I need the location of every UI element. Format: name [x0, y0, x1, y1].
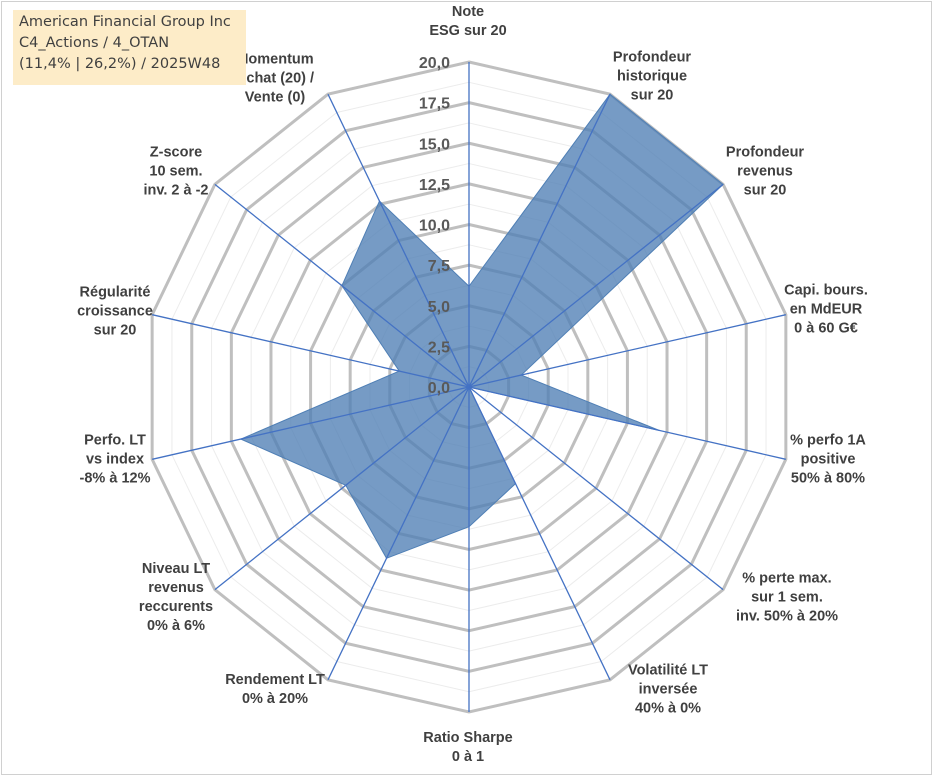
series-area: [239, 93, 724, 559]
axis-label-profondeur-historique: Profondeur historique sur 20: [612, 49, 692, 104]
axis-label-profondeur-revenus: Profondeur revenus sur 20: [725, 144, 805, 199]
tick-label: 17,5: [419, 96, 450, 113]
tick-label: 2,5: [428, 339, 450, 356]
axis-label-rendement: Rendement LT 0% à 20%: [225, 672, 325, 707]
axis-label-perfo-1a: % perfo 1A positive 50% à 80%: [790, 432, 866, 487]
axis-line: [468, 386, 611, 681]
axis-line: [468, 183, 724, 388]
axis-line: [152, 314, 470, 388]
axis-label-zscore: Z-score 10 sem. inv. 2 à -2: [143, 144, 209, 199]
axes: [152, 62, 786, 712]
tick-label: 5,0: [428, 299, 450, 316]
tick-label: 10,0: [419, 218, 450, 235]
tick-labels: 0,0 2,5 5,0 7,5 10,0 12,5 15,0 17,5 20,0: [419, 55, 450, 397]
axis-line: [468, 93, 611, 388]
axis-line: [214, 386, 470, 591]
legend-company: American Financial Group Inc: [19, 14, 231, 30]
tick-label: 12,5: [419, 177, 450, 194]
legend-category: C4_Actions / 4_OTAN: [19, 35, 170, 51]
axis-label-perte-max: % perte max. sur 1 sem. inv. 50% à 20%: [735, 570, 839, 625]
axis-line: [327, 93, 470, 388]
tick-label: 20,0: [419, 55, 450, 72]
axis-label-momentum: Momentum Achat (20) / Vente (0): [235, 51, 315, 106]
tick-label: 0,0: [428, 380, 450, 397]
axis-line: [468, 386, 724, 591]
axis-label-volatilite: Volatilité LT inversée 40% à 0%: [627, 662, 709, 717]
axis-line: [468, 314, 786, 388]
legend-stats: (11,4% | 26,2%) / 2025W48: [19, 56, 221, 72]
tick-label: 7,5: [428, 258, 450, 275]
axis-label-regularite: Régularité croissance sur 20: [77, 284, 153, 339]
axis-line: [327, 386, 470, 681]
tick-label: 15,0: [419, 136, 450, 153]
axis-line: [468, 386, 786, 460]
axis-label-sharpe: Ratio Sharpe 0 à 1: [423, 730, 513, 765]
axis-line: [152, 386, 470, 460]
axis-label-perfo-lt: Perfo. LT vs index -8% à 12%: [79, 432, 151, 487]
axis-line: [214, 183, 470, 388]
axis-label-niveau-lt: Niveau LT revenus reccurents 0% à 6%: [138, 561, 214, 634]
axis-label-capi: Capi. bours. en MdEUR 0 à 60 G€: [784, 282, 868, 337]
axis-label-esg: Note ESG sur 20: [429, 4, 507, 39]
series: [239, 93, 724, 559]
legend-box: American Financial Group Inc C4_Actions …: [13, 10, 246, 85]
